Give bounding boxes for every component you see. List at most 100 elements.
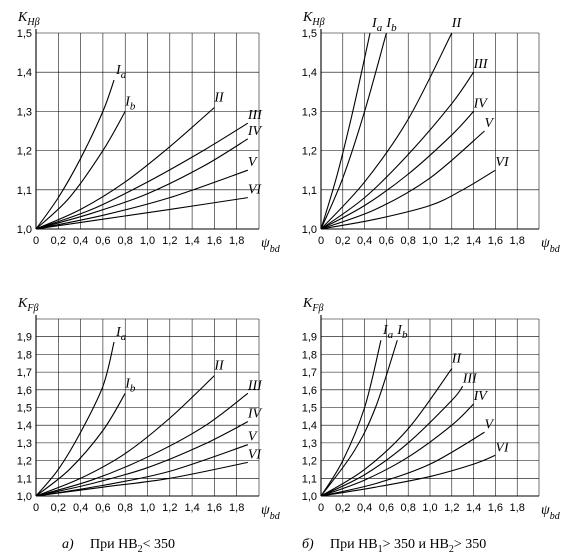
series-line-vi xyxy=(35,197,248,230)
y-tick-label: 1,3 xyxy=(302,438,317,450)
caption-b-text-sub1: 1 xyxy=(378,544,383,555)
x-axis-label-main: ψ xyxy=(541,236,550,251)
series-label-ii: II xyxy=(213,90,225,105)
series-label-name: I xyxy=(124,94,131,109)
chart-panel-3: 1,0 1,1 1,2 1,3 1,4 1,5 1,6 1,7 1,8 1,9 0 0,2 0,4 0,6… xyxy=(17,296,281,522)
y-axis-label-main: K xyxy=(302,10,313,25)
caption-a-text: При HB2< 350 xyxy=(90,537,175,555)
series-label-name: VI xyxy=(248,447,263,462)
y-axis-label-sub: Hβ xyxy=(311,17,324,28)
series-line-v xyxy=(320,431,485,497)
series-label-name: I xyxy=(124,376,131,391)
chart-panel-1: 1,0 1,1 1,2 1,3 1,4 1,5 0 0,2 0,4 0,6 0,8 1,0 1,2 1,4… xyxy=(17,10,281,255)
series-label-iv: IV xyxy=(247,124,263,139)
series-label-name: II xyxy=(451,16,463,31)
y-tick-label: 1,4 xyxy=(17,67,32,79)
series-label-sub: a xyxy=(121,331,127,343)
y-tick-label: 1,1 xyxy=(302,473,317,485)
y-axis-label-sub: Hβ xyxy=(26,17,39,28)
grid-lines xyxy=(36,318,260,496)
series-line-v xyxy=(320,130,485,230)
series-label-ii: II xyxy=(451,16,463,31)
series-label-name: V xyxy=(485,417,495,432)
series-label-name: IV xyxy=(473,389,489,404)
y-tick-label: 1,6 xyxy=(17,385,32,397)
caption-a-letter: а) xyxy=(62,537,74,552)
caption-a-text-sub: 2 xyxy=(138,544,143,555)
series-line-v xyxy=(35,169,249,230)
series-label-name: VI xyxy=(495,440,510,455)
caption-b-text-sub2: 2 xyxy=(449,544,454,555)
series-label-name: IV xyxy=(473,96,489,111)
y-tick-label: 1,8 xyxy=(17,349,32,361)
y-axis-label: KHβ xyxy=(302,10,325,28)
series-line-iii xyxy=(320,385,464,497)
x-tick-label: 0,8 xyxy=(118,502,133,514)
series-label-name: II xyxy=(213,90,225,105)
x-axis-label: ψbd xyxy=(261,236,281,255)
y-axis-label: KHβ xyxy=(17,10,40,28)
x-axis-label: ψbd xyxy=(541,236,561,255)
chart-panel-4: 1,0 1,1 1,2 1,3 1,4 1,5 1,6 1,7 1,8 1,9 0 0,2 0,4 0,6… xyxy=(302,296,561,522)
x-tick-label: 1,6 xyxy=(488,235,503,247)
y-tick-label: 1,4 xyxy=(17,420,32,432)
series-line-i-a xyxy=(320,340,382,497)
series-label-vi: VI xyxy=(495,440,510,455)
x-tick-label: 1,4 xyxy=(184,235,199,247)
caption-b-text-tail: > 350 xyxy=(454,537,486,552)
series-line-ii xyxy=(35,375,215,497)
series-line-iii xyxy=(35,122,249,230)
series-label-i-a: Ia xyxy=(371,16,383,34)
series-line-iv xyxy=(320,403,474,497)
x-tick-label: 1,2 xyxy=(444,502,459,514)
x-axis-label-sub: bd xyxy=(550,244,561,255)
series-label-v: V xyxy=(485,417,495,432)
series-label-vi: VI xyxy=(248,447,263,462)
series-line-ii xyxy=(320,368,453,497)
series-line-i-b xyxy=(320,340,398,497)
x-tick-label: 1,2 xyxy=(162,235,177,247)
series-line-ii xyxy=(35,107,215,230)
y-tick-label: 1,5 xyxy=(302,403,317,415)
x-tick-label: 1,0 xyxy=(422,502,437,514)
x-tick-label: 1,4 xyxy=(466,235,481,247)
x-tick-label: 0,4 xyxy=(73,502,88,514)
y-tick-label: 1,1 xyxy=(17,473,32,485)
series-line-vi xyxy=(320,454,496,497)
x-tick-label: 1,2 xyxy=(162,502,177,514)
x-axis-label-main: ψ xyxy=(541,503,550,518)
y-tick-label: 1,5 xyxy=(17,28,32,40)
series-label-i-a: Ia xyxy=(115,325,127,343)
x-tick-label: 0,4 xyxy=(357,502,372,514)
x-tick-label: 1,0 xyxy=(422,235,437,247)
series-label-name: III xyxy=(247,108,263,123)
x-tick-label: 0 xyxy=(33,235,39,247)
series-label-vi: VI xyxy=(248,183,263,198)
series-label-sub: a xyxy=(377,22,383,34)
y-axis-label: KFβ xyxy=(302,296,323,314)
series-label-iii: III xyxy=(462,371,478,386)
grid-lines xyxy=(321,318,540,496)
grid-lines xyxy=(36,32,260,229)
series-label-vi: VI xyxy=(495,155,510,170)
series-line-iii xyxy=(35,392,249,497)
series-label-name: IV xyxy=(247,124,263,139)
x-tick-label: 0,8 xyxy=(401,235,416,247)
series-label-sub: a xyxy=(388,329,394,341)
x-tick-label: 0,8 xyxy=(118,235,133,247)
series-line-v xyxy=(35,444,249,497)
series-label-name: I xyxy=(115,325,122,340)
y-tick-label: 1,4 xyxy=(302,67,317,79)
series-label-iv: IV xyxy=(473,389,489,404)
y-tick-label: 1,1 xyxy=(302,185,317,197)
series-line-i-a xyxy=(320,32,371,230)
y-tick-label: 1,0 xyxy=(302,491,317,503)
y-tick-label: 1,6 xyxy=(302,385,317,397)
series-label-sub: a xyxy=(121,69,127,81)
y-tick-label: 1,2 xyxy=(302,146,317,158)
caption-b-text: При HB1> 350 и HB2> 350 xyxy=(330,537,486,555)
series-label-name: I xyxy=(382,323,389,338)
series-label-name: I xyxy=(385,16,392,31)
y-tick-label: 1,0 xyxy=(302,224,317,236)
series-line-ii xyxy=(320,32,453,230)
